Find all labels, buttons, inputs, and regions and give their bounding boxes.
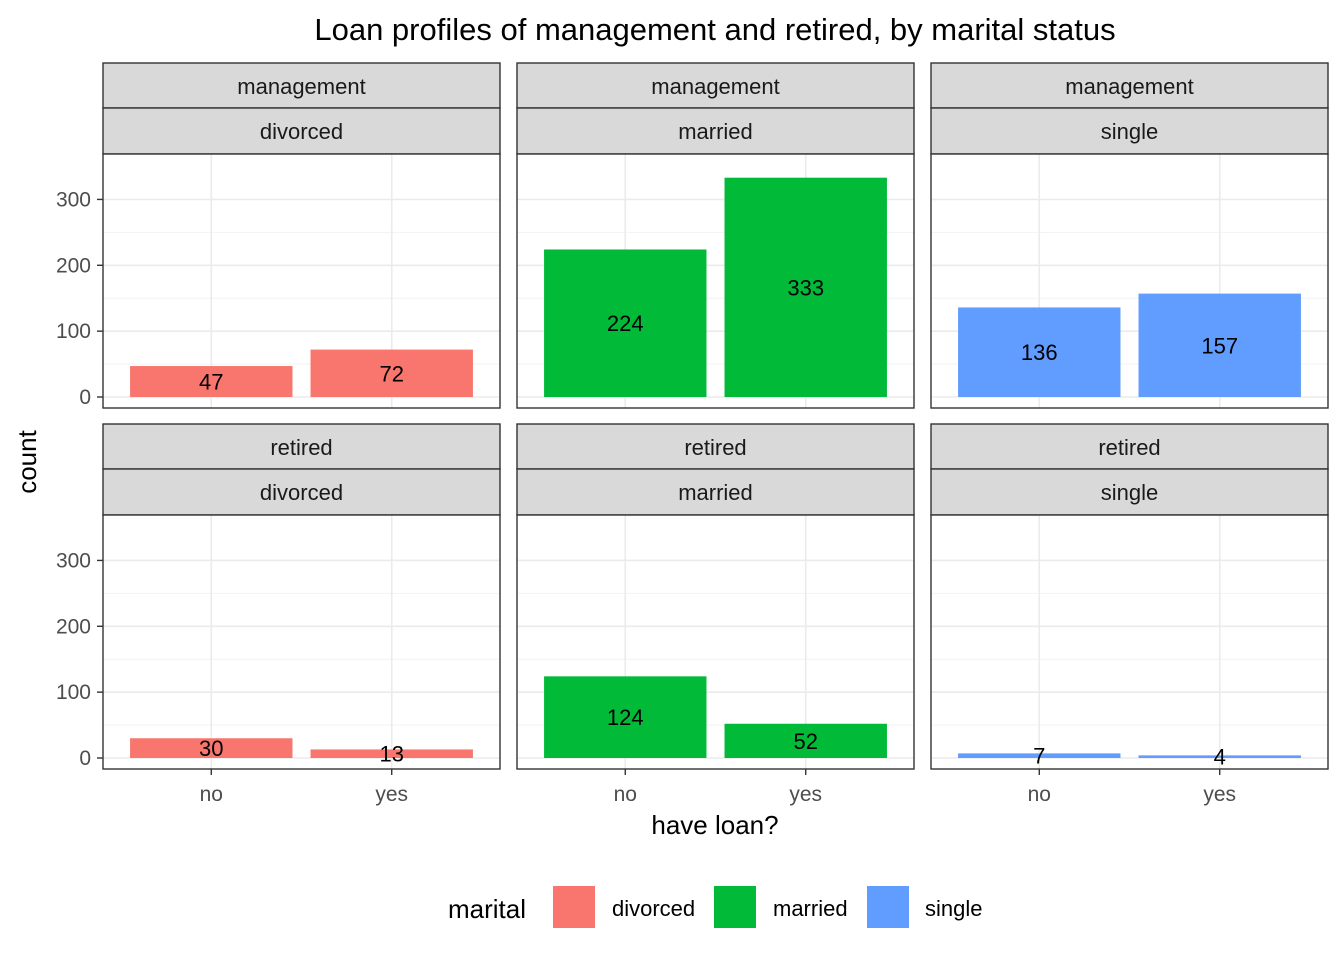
strip-job-background: [102, 423, 501, 470]
facet-panel: retired married 124 52 no yes: [516, 423, 915, 806]
bar-value-label: 52: [793, 729, 817, 754]
panel-background: [931, 515, 1328, 769]
x-tick-label: no: [200, 783, 223, 806]
strip-job-label: retired: [684, 435, 746, 460]
strip-job-background: [930, 423, 1329, 470]
bar-value-label: 4: [1214, 745, 1226, 770]
strip-job-label: management: [651, 74, 779, 99]
strip-job-label: management: [1065, 74, 1193, 99]
legend-key-single: [867, 886, 909, 928]
bar: [310, 749, 473, 758]
legend-title: marital: [448, 894, 526, 924]
bar-value-label: 333: [787, 275, 824, 300]
bar: [724, 177, 887, 397]
facet-panel: management divorced 47 72 0 100 200 300: [56, 62, 501, 409]
y-tick-label: 300: [56, 188, 91, 211]
bar-value-label: 30: [199, 736, 223, 761]
legend-label-divorced: divorced: [612, 896, 695, 921]
x-tick-label: no: [614, 783, 637, 806]
legend-label-single: single: [925, 896, 982, 921]
legend: marital divorced married single: [448, 886, 982, 928]
strip-job-background: [516, 62, 915, 109]
y-tick-label: 0: [79, 747, 91, 770]
panel-border: [930, 514, 1329, 770]
strip-job-background: [102, 62, 501, 109]
strip-marital-label: married: [678, 480, 753, 505]
strip-job-background: [930, 62, 1329, 109]
strip-marital-background: [516, 468, 915, 516]
y-tick-label: 200: [56, 254, 91, 277]
bar-value-label: 7: [1033, 744, 1045, 769]
y-tick-label: 300: [56, 549, 91, 572]
strip-job-label: management: [237, 74, 365, 99]
bar-value-label: 136: [1021, 340, 1058, 365]
chart-title: Loan profiles of management and retired,…: [314, 12, 1115, 47]
bar-value-label: 13: [379, 742, 403, 767]
facet-panel: retired divorced 30 13 0 100 200 300 no yes: [56, 423, 501, 806]
bar-value-label: 47: [199, 370, 223, 395]
bar: [1138, 293, 1301, 397]
facet-panel: management single 136 157: [930, 62, 1329, 409]
bar-value-label: 157: [1201, 333, 1238, 358]
x-tick-label: no: [1028, 783, 1051, 806]
x-axis-title: have loan?: [651, 810, 778, 840]
strip-marital-label: married: [678, 119, 753, 144]
x-tick-label: yes: [1203, 783, 1236, 806]
bar: [958, 307, 1121, 397]
bar-value-label: 124: [607, 705, 644, 730]
strip-marital-background: [102, 107, 501, 155]
facet-panel: management married 224 333: [516, 62, 915, 409]
panel-border: [516, 514, 915, 770]
bar: [544, 676, 707, 758]
facet-panel: retired single 7 4 no yes: [930, 423, 1329, 806]
panel-border: [102, 153, 501, 409]
panel-border: [516, 153, 915, 409]
panel-border: [930, 153, 1329, 409]
legend-key-married: [714, 886, 756, 928]
bar: [724, 723, 887, 758]
strip-marital-label: single: [1101, 119, 1158, 144]
legend-label-married: married: [773, 896, 848, 921]
strip-job-label: retired: [1098, 435, 1160, 460]
bar: [958, 753, 1121, 758]
strip-marital-label: divorced: [260, 119, 343, 144]
bar: [130, 366, 293, 397]
y-tick-label: 0: [79, 386, 91, 409]
bar: [544, 249, 707, 397]
bar: [1138, 755, 1301, 758]
strip-job-label: retired: [270, 435, 332, 460]
bar: [130, 738, 293, 758]
y-axis-title: count: [12, 429, 42, 493]
x-tick-label: yes: [375, 783, 408, 806]
panel-border: [102, 514, 501, 770]
strip-job-background: [516, 423, 915, 470]
y-tick-label: 100: [56, 681, 91, 704]
strip-marital-background: [930, 468, 1329, 516]
strip-marital-background: [930, 107, 1329, 155]
strip-marital-background: [102, 468, 501, 516]
x-tick-label: yes: [789, 783, 822, 806]
strip-marital-background: [516, 107, 915, 155]
strip-marital-label: single: [1101, 480, 1158, 505]
bar-value-label: 224: [607, 311, 644, 336]
panel-background: [103, 515, 500, 769]
y-tick-label: 200: [56, 615, 91, 638]
y-tick-label: 100: [56, 320, 91, 343]
bar-value-label: 72: [379, 361, 403, 386]
bar: [310, 349, 473, 397]
strip-marital-label: divorced: [260, 480, 343, 505]
legend-key-divorced: [553, 886, 595, 928]
